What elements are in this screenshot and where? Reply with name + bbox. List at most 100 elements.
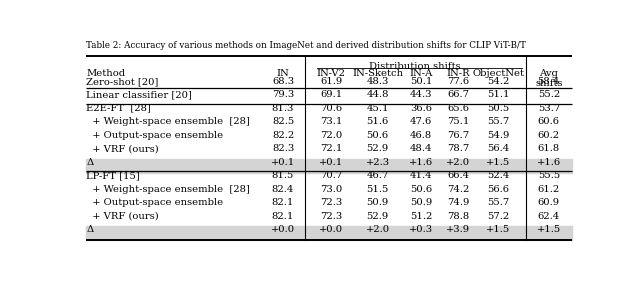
Text: 51.5: 51.5: [367, 185, 388, 194]
Text: 46.8: 46.8: [410, 131, 432, 140]
Text: 57.2: 57.2: [488, 212, 509, 221]
Text: 72.3: 72.3: [320, 212, 342, 221]
Text: 55.5: 55.5: [538, 171, 560, 180]
Text: 78.7: 78.7: [447, 144, 469, 153]
Bar: [86, 159, 572, 172]
Text: +0.0: +0.0: [271, 225, 295, 234]
Text: Avg: Avg: [540, 69, 558, 78]
Text: shifts: shifts: [535, 79, 563, 88]
Text: 52.9: 52.9: [367, 144, 388, 153]
Text: 54.9: 54.9: [487, 131, 509, 140]
Text: +0.1: +0.1: [319, 158, 343, 167]
Text: 50.5: 50.5: [488, 104, 509, 113]
Text: 66.4: 66.4: [447, 171, 469, 180]
Text: 82.5: 82.5: [272, 117, 294, 126]
Text: 61.9: 61.9: [320, 77, 342, 86]
Text: 74.2: 74.2: [447, 185, 469, 194]
Text: 61.2: 61.2: [538, 185, 560, 194]
Text: E2E-FT  [28]: E2E-FT [28]: [86, 104, 151, 113]
Text: IN-V2: IN-V2: [317, 69, 346, 78]
Text: 81.5: 81.5: [272, 171, 294, 180]
Text: IN-R: IN-R: [446, 69, 470, 78]
Text: +0.3: +0.3: [409, 225, 433, 234]
Text: +1.5: +1.5: [486, 158, 511, 167]
Text: 45.1: 45.1: [366, 104, 389, 113]
Text: +1.5: +1.5: [486, 225, 511, 234]
Text: +1.6: +1.6: [537, 158, 561, 167]
Text: 68.3: 68.3: [272, 77, 294, 86]
Text: +0.1: +0.1: [271, 158, 295, 167]
Text: 60.2: 60.2: [538, 131, 560, 140]
Text: ObjectNet: ObjectNet: [472, 69, 525, 78]
Text: 73.1: 73.1: [320, 117, 342, 126]
Text: 58.4: 58.4: [538, 77, 560, 86]
Text: +1.5: +1.5: [537, 225, 561, 234]
Text: 44.3: 44.3: [410, 90, 432, 99]
Text: + VRF (ours): + VRF (ours): [86, 144, 159, 153]
Text: 60.9: 60.9: [538, 198, 560, 207]
Text: + Weight-space ensemble  [28]: + Weight-space ensemble [28]: [86, 117, 250, 126]
Text: Δ: Δ: [86, 158, 93, 167]
Bar: [86, 226, 572, 240]
Text: Δ: Δ: [86, 225, 93, 234]
Text: 61.8: 61.8: [538, 144, 560, 153]
Text: +1.6: +1.6: [409, 158, 433, 167]
Text: Linear classifier [20]: Linear classifier [20]: [86, 90, 192, 99]
Text: 79.3: 79.3: [272, 90, 294, 99]
Text: +0.0: +0.0: [319, 225, 343, 234]
Text: 51.1: 51.1: [487, 90, 509, 99]
Text: 82.1: 82.1: [272, 212, 294, 221]
Text: 51.6: 51.6: [367, 117, 388, 126]
Text: 77.6: 77.6: [447, 77, 469, 86]
Text: 50.6: 50.6: [410, 185, 432, 194]
Text: 56.6: 56.6: [488, 185, 509, 194]
Text: 50.6: 50.6: [367, 131, 388, 140]
Text: Distribution shifts: Distribution shifts: [369, 62, 461, 71]
Text: 62.4: 62.4: [538, 212, 560, 221]
Text: 82.3: 82.3: [272, 144, 294, 153]
Text: LP-FT [15]: LP-FT [15]: [86, 171, 140, 180]
Text: + VRF (ours): + VRF (ours): [86, 212, 159, 221]
Text: +2.3: +2.3: [365, 158, 390, 167]
Text: 74.9: 74.9: [447, 198, 469, 207]
Text: 82.4: 82.4: [272, 185, 294, 194]
Text: 48.3: 48.3: [367, 77, 388, 86]
Text: 70.7: 70.7: [320, 171, 342, 180]
Text: 50.1: 50.1: [410, 77, 432, 86]
Text: + Output-space ensemble: + Output-space ensemble: [86, 198, 223, 207]
Text: IN-A: IN-A: [410, 69, 433, 78]
Text: 50.9: 50.9: [410, 198, 432, 207]
Text: + Output-space ensemble: + Output-space ensemble: [86, 131, 223, 140]
Text: 70.6: 70.6: [320, 104, 342, 113]
Text: 52.4: 52.4: [487, 171, 509, 180]
Text: 55.7: 55.7: [488, 117, 509, 126]
Text: 51.2: 51.2: [410, 212, 432, 221]
Text: 48.4: 48.4: [410, 144, 432, 153]
Text: IN-Sketch: IN-Sketch: [352, 69, 403, 78]
Text: 75.1: 75.1: [447, 117, 469, 126]
Text: 46.7: 46.7: [367, 171, 388, 180]
Text: 55.2: 55.2: [538, 90, 560, 99]
Text: +2.0: +2.0: [365, 225, 390, 234]
Text: 78.8: 78.8: [447, 212, 469, 221]
Text: 56.4: 56.4: [488, 144, 509, 153]
Text: + Weight-space ensemble  [28]: + Weight-space ensemble [28]: [86, 185, 250, 194]
Text: 36.6: 36.6: [410, 104, 432, 113]
Text: 72.3: 72.3: [320, 198, 342, 207]
Text: 73.0: 73.0: [320, 185, 342, 194]
Text: +2.0: +2.0: [446, 158, 470, 167]
Text: 81.3: 81.3: [272, 104, 294, 113]
Text: 41.4: 41.4: [410, 171, 432, 180]
Text: 52.9: 52.9: [367, 212, 388, 221]
Text: 54.2: 54.2: [487, 77, 509, 86]
Text: IN: IN: [276, 69, 289, 78]
Text: 60.6: 60.6: [538, 117, 560, 126]
Text: 66.7: 66.7: [447, 90, 469, 99]
Text: 50.9: 50.9: [367, 198, 388, 207]
Text: Zero-shot [20]: Zero-shot [20]: [86, 77, 159, 86]
Text: 47.6: 47.6: [410, 117, 432, 126]
Text: 55.7: 55.7: [488, 198, 509, 207]
Text: 72.1: 72.1: [320, 144, 342, 153]
Text: 69.1: 69.1: [320, 90, 342, 99]
Text: 53.7: 53.7: [538, 104, 560, 113]
